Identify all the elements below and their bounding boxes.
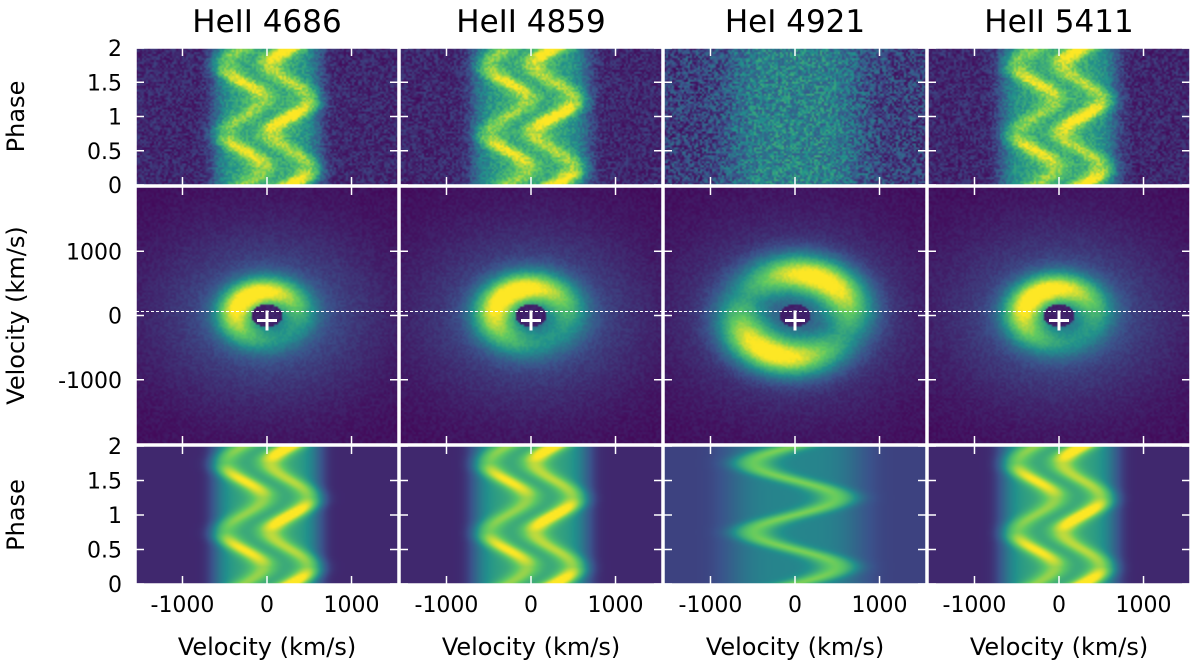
heatmap-trailed-model-2 xyxy=(400,446,662,584)
x-tick-label: 1000 xyxy=(324,593,380,618)
column-title: HeII 4686 xyxy=(192,4,341,40)
x-tick-label: 0 xyxy=(788,593,802,618)
column-title: HeII 5411 xyxy=(984,4,1133,40)
y-tick-label: 0 xyxy=(108,305,122,330)
center-of-mass-marker xyxy=(257,310,277,331)
x-tick-label: 0 xyxy=(260,593,274,618)
x-axis-label: Velocity (km/s) xyxy=(706,633,884,661)
y-axis-label: Phase xyxy=(2,81,30,153)
x-tick-label: 1000 xyxy=(852,593,908,618)
heatmap-trailed-model-1 xyxy=(136,446,398,584)
y-tick-label: 0 xyxy=(108,573,122,598)
heatmap-trailed-model-3 xyxy=(664,446,926,584)
heatmap-trailed-observed-4 xyxy=(928,48,1190,185)
x-tick-label: 1000 xyxy=(1116,593,1172,618)
y-tick-label: 1000 xyxy=(66,240,122,265)
x-tick-label: -1000 xyxy=(679,593,743,618)
x-tick-label: 0 xyxy=(1052,593,1066,618)
x-axis-label: Velocity (km/s) xyxy=(178,633,356,661)
y-tick-label: 0.5 xyxy=(87,140,122,165)
y-tick-label: 2 xyxy=(108,37,122,62)
center-of-mass-marker xyxy=(1049,310,1069,331)
heatmap-trailed-observed-1 xyxy=(136,48,398,185)
heatmap-trailed-observed-3 xyxy=(664,48,926,185)
heatmap-trailed-model-4 xyxy=(928,446,1190,584)
x-axis-label: Velocity (km/s) xyxy=(970,633,1148,661)
center-of-mass-marker xyxy=(521,310,541,331)
y-tick-label: 2 xyxy=(108,435,122,460)
column-title: HeI 4921 xyxy=(725,4,865,40)
y-tick-label: 1 xyxy=(108,106,122,131)
x-axis-label: Velocity (km/s) xyxy=(442,633,620,661)
x-tick-label: 0 xyxy=(524,593,538,618)
y-axis-label: Velocity (km/s) xyxy=(2,226,30,404)
column-title: HeII 4859 xyxy=(456,4,605,40)
heatmap-trailed-observed-2 xyxy=(400,48,662,185)
x-tick-label: -1000 xyxy=(151,593,215,618)
x-tick-label: -1000 xyxy=(415,593,479,618)
y-tick-label: 1.5 xyxy=(87,470,122,495)
y-tick-label: 0 xyxy=(108,174,122,199)
x-tick-label: 1000 xyxy=(588,593,644,618)
y-tick-label: 0.5 xyxy=(87,539,122,564)
center-of-mass-marker xyxy=(785,310,805,331)
y-axis-label: Phase xyxy=(2,479,30,551)
x-tick-label: -1000 xyxy=(943,593,1007,618)
y-tick-label: 1.5 xyxy=(87,71,122,96)
y-tick-label: 1 xyxy=(108,504,122,529)
y-tick-label: -1000 xyxy=(58,369,122,394)
